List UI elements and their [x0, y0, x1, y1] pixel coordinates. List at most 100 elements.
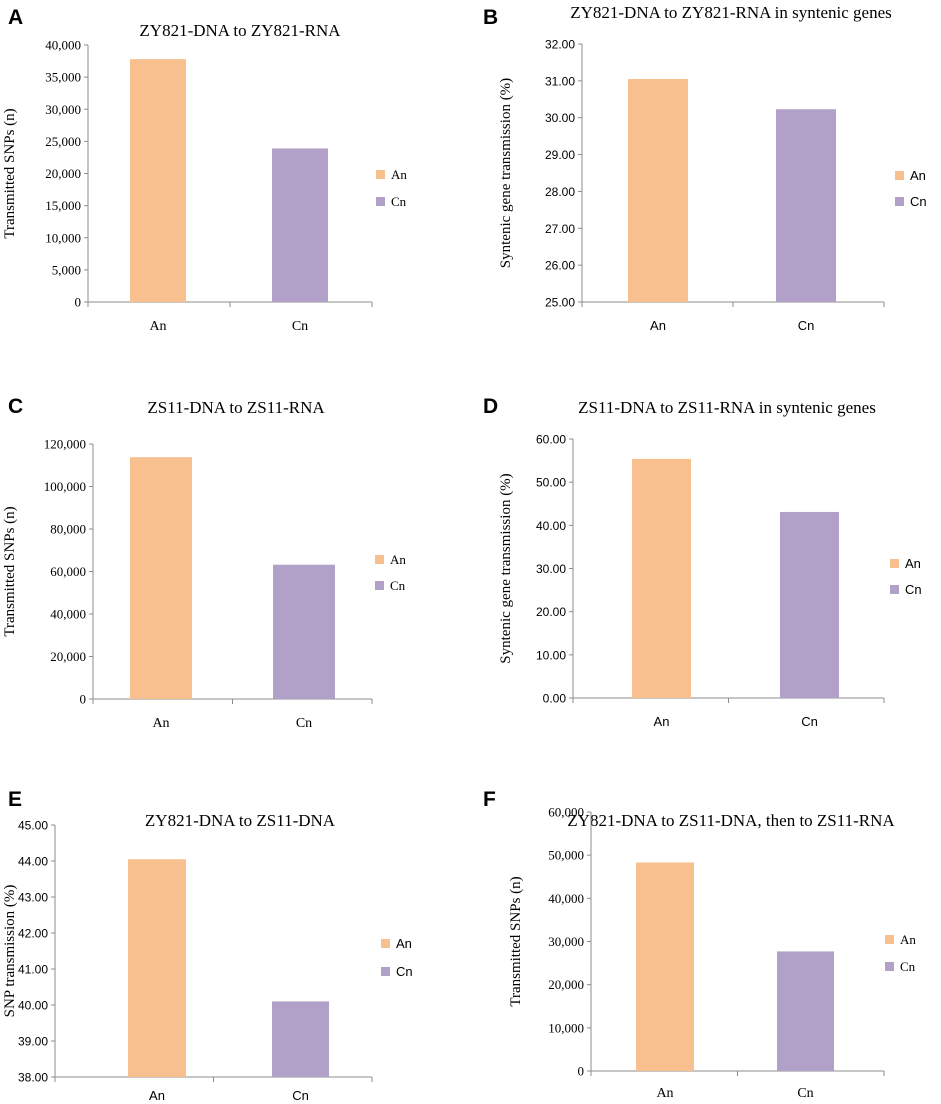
legend-label-c-cn: Cn — [390, 578, 406, 593]
y-tick-label-f: 0 — [578, 1064, 585, 1079]
y-tick-label-d: 30.00 — [536, 562, 566, 576]
y-tick-label-a: 30,000 — [45, 102, 81, 117]
legend-label-d-cn: Cn — [905, 582, 922, 597]
y-tick-label-e: 41.00 — [18, 963, 48, 977]
x-tick-label-a: An — [149, 319, 166, 334]
y-tick-label-b: 30.00 — [545, 111, 575, 125]
legend-label-d-an: An — [905, 556, 921, 571]
y-axis-label-a: Transmitted SNPs (n) — [2, 108, 18, 238]
legend-label-e-an: An — [396, 936, 412, 951]
bar-a-cn[interactable] — [272, 148, 328, 302]
chart-panel-d: D ZS11-DNA to ZS11-RNA in syntenic genes S… — [483, 395, 922, 729]
panel-letter-e: E — [8, 788, 22, 811]
legend-swatch-f-an — [885, 935, 894, 944]
y-tick-label-c: 60,000 — [50, 564, 86, 579]
x-tick-label-b: Cn — [798, 318, 815, 333]
legend-swatch-c-cn — [375, 581, 384, 590]
legend-swatch-d-cn — [890, 585, 899, 594]
bar-d-cn[interactable] — [780, 511, 839, 698]
legend-label-a-cn: Cn — [391, 194, 407, 209]
y-tick-label-d: 20.00 — [536, 605, 566, 619]
legend-swatch-a-an — [376, 170, 385, 179]
legend-swatch-b-an — [895, 171, 904, 180]
bar-b-cn[interactable] — [776, 109, 836, 302]
y-tick-label-e: 40.00 — [18, 999, 48, 1013]
y-axis-label-f: Transmitted SNPs (n) — [508, 876, 524, 1006]
legend-label-f-an: An — [900, 932, 916, 947]
y-tick-label-f: 10,000 — [548, 1020, 584, 1035]
legend-swatch-c-an — [375, 555, 384, 564]
y-tick-label-d: 50.00 — [536, 476, 566, 490]
y-tick-label-f: 50,000 — [548, 848, 584, 863]
bar-f-an[interactable] — [636, 862, 694, 1071]
chart-title-e: ZY821-DNA to ZS11-DNA — [145, 811, 336, 830]
legend-label-c-an: An — [390, 552, 406, 567]
x-tick-label-f: An — [656, 1086, 673, 1101]
panel-letter-a: A — [8, 6, 23, 29]
chart-title-c: ZS11-DNA to ZS11-RNA — [147, 398, 325, 417]
y-tick-label-f: 60,000 — [548, 805, 584, 820]
y-tick-label-e: 38.00 — [18, 1071, 48, 1085]
y-tick-label-c: 40,000 — [50, 607, 86, 622]
y-tick-label-a: 40,000 — [45, 38, 81, 53]
legend-swatch-e-cn — [381, 967, 390, 976]
legend-label-b-an: An — [910, 168, 926, 183]
y-tick-label-f: 20,000 — [548, 977, 584, 992]
y-tick-label-b: 27.00 — [545, 222, 575, 236]
bar-f-cn[interactable] — [777, 951, 834, 1071]
chart-title-d: ZS11-DNA to ZS11-RNA in syntenic genes — [578, 398, 876, 417]
chart-title-a: ZY821-DNA to ZY821-RNA — [139, 21, 341, 40]
legend-swatch-f-cn — [885, 962, 894, 971]
x-tick-label-f: Cn — [797, 1086, 813, 1101]
bar-b-an[interactable] — [628, 79, 688, 302]
legend-label-f-cn: Cn — [900, 959, 916, 974]
panel-letter-f: F — [483, 788, 496, 811]
y-tick-label-b: 25.00 — [545, 296, 575, 310]
legend-swatch-b-cn — [895, 197, 904, 206]
y-tick-label-a: 15,000 — [45, 198, 81, 213]
y-tick-label-e: 39.00 — [18, 1035, 48, 1049]
x-tick-label-b: An — [650, 318, 666, 333]
bar-a-an[interactable] — [130, 59, 186, 303]
y-tick-label-d: 10.00 — [536, 648, 566, 662]
y-tick-label-b: 28.00 — [545, 185, 575, 199]
y-tick-label-a: 35,000 — [45, 70, 81, 85]
bar-e-cn[interactable] — [272, 1001, 329, 1077]
y-tick-label-c: 100,000 — [44, 479, 86, 494]
y-tick-label-a: 20,000 — [45, 166, 81, 181]
x-tick-label-c: Cn — [296, 716, 312, 731]
x-tick-label-e: An — [149, 1088, 165, 1103]
bar-c-an[interactable] — [130, 457, 192, 699]
y-axis-label-d: Syntenic gene transmission (%) — [498, 473, 514, 663]
y-tick-label-e: 42.00 — [18, 927, 48, 941]
y-tick-label-d: 40.00 — [536, 519, 566, 533]
y-tick-label-c: 80,000 — [50, 522, 86, 537]
y-tick-label-c: 0 — [80, 692, 87, 707]
y-tick-label-f: 40,000 — [548, 891, 584, 906]
chart-title-b: ZY821-DNA to ZY821-RNA in syntenic genes — [570, 3, 892, 22]
chart-panel-a: A ZY821-DNA to ZY821-RNA Transmitted SNPs … — [2, 6, 407, 334]
y-tick-label-e: 43.00 — [18, 891, 48, 905]
x-tick-label-c: An — [152, 716, 169, 731]
y-tick-label-e: 45.00 — [18, 819, 48, 833]
legend-swatch-e-an — [381, 939, 390, 948]
y-tick-label-a: 5,000 — [52, 262, 81, 277]
legend-label-e-cn: Cn — [396, 964, 413, 979]
chart-panel-b: B ZY821-DNA to ZY821-RNA in syntenic gene… — [483, 3, 927, 333]
y-axis-label-e: SNP transmission (%) — [2, 885, 18, 1018]
y-tick-label-a: 0 — [75, 295, 82, 310]
chart-panel-f: F ZY821-DNA to ZS11-DNA, then to ZS11-RNA… — [483, 788, 916, 1101]
y-tick-label-a: 25,000 — [45, 134, 81, 149]
y-tick-label-b: 29.00 — [545, 148, 575, 162]
legend-swatch-d-an — [890, 559, 899, 568]
bar-c-cn[interactable] — [273, 564, 335, 699]
bar-e-an[interactable] — [128, 859, 186, 1077]
panel-letter-c: C — [8, 395, 23, 418]
legend-label-a-an: An — [391, 167, 407, 182]
x-tick-label-d: Cn — [801, 714, 818, 729]
x-tick-label-e: Cn — [292, 1088, 309, 1103]
bar-d-an[interactable] — [632, 458, 691, 698]
y-tick-label-c: 20,000 — [50, 649, 86, 664]
panel-letter-d: D — [483, 395, 498, 418]
chart-panel-e: E ZY821-DNA to ZS11-DNA SNP transmission (… — [2, 788, 413, 1103]
